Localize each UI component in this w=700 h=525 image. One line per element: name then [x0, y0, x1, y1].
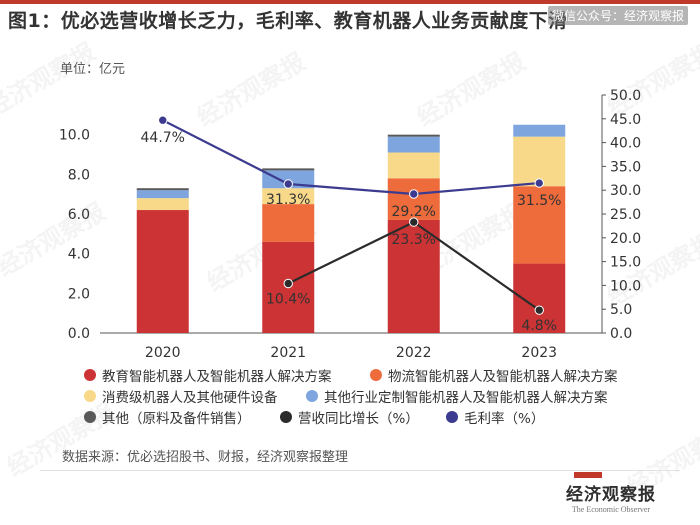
x-axis-tick-label: 2020: [145, 345, 181, 360]
legend-item-consumer: 消费级机器人及其他硬件设备: [84, 386, 278, 406]
unit-label: 单位：亿元: [60, 62, 126, 77]
legend-swatch: [446, 411, 458, 423]
top-accent-bar: [0, 0, 700, 4]
right-axis-tick-label: 20.0: [610, 231, 641, 247]
data-label: 31.5%: [517, 193, 561, 209]
data-label: 29.2%: [392, 204, 436, 220]
right-axis-tick-label: 15.0: [610, 255, 641, 271]
legend-label: 毛利率（%）: [464, 411, 545, 427]
publisher-logo: 经济观察报 The Economic Observer: [566, 472, 656, 514]
data-label: 23.3%: [392, 232, 436, 248]
line-point: [534, 178, 544, 188]
bar-segment: [387, 134, 440, 137]
bar-segment: [387, 219, 440, 333]
legend-swatch: [84, 390, 96, 402]
legend-label: 物流智能机器人及智能机器人解决方案: [388, 369, 618, 385]
footer-divider: [40, 470, 680, 471]
legend-label: 其他（原料及备件销售）: [102, 411, 251, 427]
line-point: [409, 189, 419, 199]
bar-segment: [387, 178, 440, 220]
legend-swatch: [84, 411, 96, 423]
line-point: [158, 115, 168, 125]
right-axis-tick-label: 40.0: [610, 136, 641, 152]
logo-brand: 经济观察报: [566, 485, 656, 505]
legend-swatch: [84, 369, 96, 381]
wechat-account-tag: 微信公众号：经济观察报: [547, 6, 688, 25]
x-axis-tick-label: 2022: [396, 345, 432, 360]
line-point: [534, 305, 544, 315]
left-axis-tick-label: 0.0: [68, 326, 90, 342]
bar-segment: [136, 198, 189, 211]
legend-label: 营收同比增长（%）: [298, 411, 419, 427]
right-axis-tick-label: 45.0: [610, 112, 641, 128]
left-axis-tick-label: 10.0: [59, 128, 90, 144]
line-point: [283, 278, 293, 289]
legend-label: 教育智能机器人及智能机器人解决方案: [102, 369, 332, 385]
bar-segment: [262, 188, 315, 205]
line-series: [162, 119, 540, 196]
x-axis-tick-label: 2023: [521, 345, 557, 360]
left-axis-tick-label: 2.0: [68, 286, 90, 302]
legend-item-logistics: 物流智能机器人及智能机器人解决方案: [370, 365, 618, 385]
right-axis-tick-label: 35.0: [610, 159, 641, 175]
legend-swatch: [280, 411, 292, 423]
bar-segment: [513, 124, 566, 137]
line-point: [409, 217, 419, 227]
data-label: 4.8%: [521, 318, 557, 334]
chart-title: 图1：优必选营收增长乏力，毛利率、教育机器人业务贡献度下滑: [8, 10, 568, 32]
legend-label: 其他行业定制智能机器人及智能机器人解决方案: [324, 390, 608, 406]
legend-item-education: 教育智能机器人及智能机器人解决方案: [84, 365, 332, 385]
data-label: 31.3%: [266, 192, 310, 208]
left-axis-tick-label: 6.0: [68, 207, 90, 223]
legend-item-custom: 其他行业定制智能机器人及智能机器人解决方案: [306, 386, 608, 406]
right-axis-tick-label: 10.0: [610, 278, 641, 294]
left-axis-tick-label: 8.0: [68, 167, 90, 183]
legend-item-revenue-growth: 营收同比增长（%）: [280, 407, 419, 427]
line-point: [283, 179, 293, 189]
legend-swatch: [370, 369, 382, 381]
bar-segment: [136, 190, 189, 199]
bar-segment: [262, 170, 315, 189]
stacked-bar-line-chart: 0.0 2.0 4.0 6.0 8.0 10.0 0.0 5.0 10.0 15.0 20.0 25.…: [59, 88, 641, 360]
right-axis-tick-label: 30.0: [610, 183, 641, 199]
bar-segment: [136, 188, 189, 191]
bar-segment: [262, 168, 315, 171]
bar-segment: [513, 136, 566, 187]
legend-label: 消费级机器人及其他硬件设备: [102, 390, 278, 406]
bar-segment: [387, 136, 440, 153]
x-axis-tick-label: 2021: [270, 345, 306, 360]
right-axis-tick-label: 5.0: [610, 302, 632, 318]
legend-swatch: [306, 390, 318, 402]
bar-segment: [513, 186, 566, 264]
logo-tag: [574, 472, 602, 478]
data-label: 10.4%: [266, 291, 310, 307]
data-label: 44.7%: [141, 130, 185, 146]
data-source-note: 数据来源：优必选招股书、财报，经济观察报整理: [62, 450, 349, 465]
bar-segment: [136, 210, 189, 333]
right-axis-tick-label: 0.0: [610, 326, 632, 342]
right-axis-tick-label: 50.0: [610, 88, 641, 104]
bar-segment: [387, 152, 440, 179]
left-axis-tick-label: 4.0: [68, 247, 90, 263]
logo-english: The Economic Observer: [571, 505, 651, 514]
right-axis-tick-label: 25.0: [610, 207, 641, 223]
bar-segment: [262, 204, 315, 242]
legend-item-other: 其他（原料及备件销售）: [84, 407, 251, 427]
legend-item-gross-margin: 毛利率（%）: [446, 407, 544, 427]
